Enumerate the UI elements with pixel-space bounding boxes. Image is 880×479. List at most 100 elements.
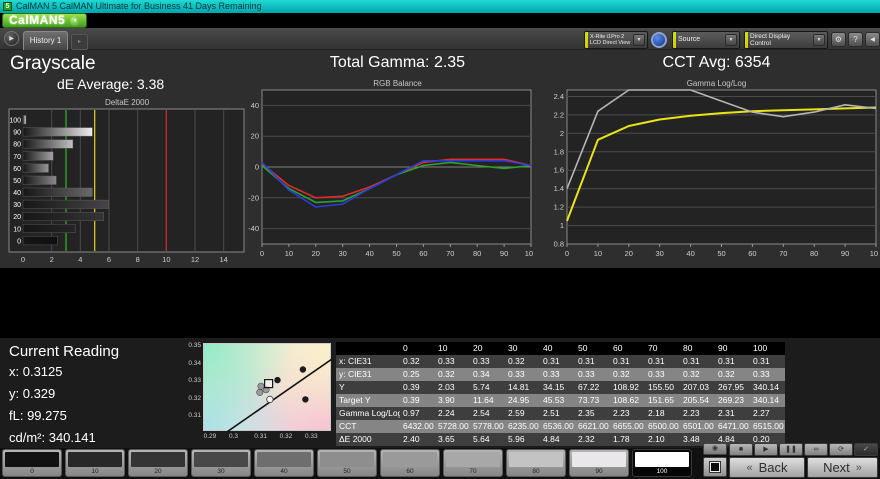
grayscale-swatch-strip: Actual Target 0 10 20 30 40 50 60 bbox=[0, 268, 880, 338]
table-cell: 0.34 bbox=[470, 368, 505, 381]
chevron-down-icon[interactable]: ▼ bbox=[725, 34, 737, 46]
level-label: 10 bbox=[91, 468, 99, 475]
play-icon: ▶ bbox=[763, 446, 769, 453]
table-cell: 0.33 bbox=[645, 368, 680, 381]
table-header-cell: 80 bbox=[680, 342, 715, 355]
layout-menu-button[interactable]: ▶ bbox=[4, 31, 19, 46]
y-tick: 2.4 bbox=[554, 92, 564, 101]
deltae-y-tick: 70 bbox=[13, 154, 21, 161]
level-button-0[interactable]: 0 bbox=[2, 449, 62, 477]
display-control-dropdown[interactable]: Direct Display Control ▼ bbox=[744, 31, 828, 49]
meter-dropdown[interactable]: X-Rite i1Pro 2 LCD Direct View ▼ bbox=[584, 31, 648, 49]
deltae-x-tick: 12 bbox=[191, 255, 199, 264]
table-cell: 2.35 bbox=[575, 407, 610, 420]
level-label: 50 bbox=[343, 468, 351, 475]
table-cell: 0.31 bbox=[540, 355, 575, 368]
level-button-50[interactable]: 50 bbox=[317, 449, 377, 477]
logo-text: CalMAN5 bbox=[9, 13, 66, 27]
table-cell: 2.31 bbox=[715, 407, 750, 420]
total-gamma-value: Total Gamma: 2.35 bbox=[329, 54, 466, 71]
table-cell: 2.10 bbox=[645, 433, 680, 446]
cct-average-value: CCT Avg: 6354 bbox=[662, 54, 771, 71]
y-tick: 1.6 bbox=[554, 166, 564, 175]
table-header-cell: 0 bbox=[400, 342, 435, 355]
level-button-40[interactable]: 40 bbox=[254, 449, 314, 477]
level-button-60[interactable]: 60 bbox=[380, 449, 440, 477]
y-tick: 40 bbox=[251, 101, 259, 110]
cie-point-dark bbox=[302, 396, 309, 403]
read-continuous-button[interactable]: ∞ bbox=[804, 443, 828, 456]
x-tick: 30 bbox=[656, 249, 664, 258]
logo-dropdown-icon[interactable]: ▼ bbox=[70, 15, 81, 26]
level-button-30[interactable]: 30 bbox=[191, 449, 251, 477]
chevron-down-icon[interactable]: ▼ bbox=[813, 34, 825, 46]
meter-name: X-Rite i1Pro 2 bbox=[590, 33, 625, 40]
table-header-cell: 20 bbox=[470, 342, 505, 355]
help-icon: ? bbox=[853, 35, 858, 44]
level-button-10[interactable]: 10 bbox=[65, 449, 125, 477]
table-cell: 155.50 bbox=[645, 381, 680, 394]
pattern-window-button[interactable] bbox=[703, 457, 727, 477]
table-cell: 0.33 bbox=[435, 355, 470, 368]
deltae-chart-title: DeltaE 2000 bbox=[104, 98, 150, 107]
eye-icon: ◉ bbox=[711, 445, 719, 452]
cie-point-current-open bbox=[266, 395, 274, 404]
collapse-button[interactable]: ◀ bbox=[865, 32, 880, 47]
accept-button[interactable]: ✓ bbox=[854, 443, 878, 456]
table-cell: 11.64 bbox=[470, 394, 505, 407]
level-button-20[interactable]: 20 bbox=[128, 449, 188, 477]
level-button-90[interactable]: 90 bbox=[569, 449, 629, 477]
app-icon: 5 bbox=[3, 2, 12, 11]
y-tick: 0 bbox=[255, 163, 259, 172]
deltae-x-tick: 2 bbox=[50, 255, 54, 264]
help-button[interactable]: ? bbox=[848, 32, 863, 47]
tab-history-1[interactable]: History 1 bbox=[23, 31, 68, 50]
calman-logo-menu[interactable]: CalMAN5 ▼ bbox=[2, 13, 88, 28]
table-row-label: y: CIE31 bbox=[336, 368, 400, 381]
table-cell: 0.33 bbox=[540, 368, 575, 381]
stop-button[interactable]: ■ bbox=[729, 443, 753, 456]
settings-button[interactable]: ⚙ bbox=[831, 32, 846, 47]
level-swatch bbox=[446, 452, 500, 467]
table-cell: 3.48 bbox=[680, 433, 715, 446]
y-tick: 0.8 bbox=[554, 240, 564, 249]
meter-device-icon[interactable] bbox=[651, 32, 667, 48]
chevron-down-icon[interactable]: ▼ bbox=[633, 34, 645, 46]
table-cell: 108.62 bbox=[610, 394, 645, 407]
back-chevron-icon: « bbox=[746, 461, 753, 474]
meter-mode: LCD Direct View bbox=[590, 40, 631, 46]
table-cell: 205.54 bbox=[680, 394, 715, 407]
level-button-70[interactable]: 70 bbox=[443, 449, 503, 477]
level-button-row: 0 10 20 30 40 50 60 70 80 90 100 bbox=[2, 449, 692, 477]
preview-button[interactable]: ◉ bbox=[703, 443, 727, 455]
cie-point-dark bbox=[299, 366, 307, 373]
level-swatch bbox=[635, 452, 689, 467]
y-tick: 20 bbox=[251, 132, 259, 141]
table-cell: 5.96 bbox=[505, 433, 540, 446]
y-tick: 1.2 bbox=[554, 203, 564, 212]
source-dropdown[interactable]: Source ▼ bbox=[672, 31, 740, 49]
read-single-button[interactable]: ▶ bbox=[754, 443, 778, 456]
tab-stub[interactable]: ▸ bbox=[71, 34, 88, 50]
table-cell: 340.14 bbox=[750, 394, 785, 407]
refresh-icon: ⟳ bbox=[838, 446, 844, 453]
pause-button[interactable]: ❚❚ bbox=[779, 443, 803, 456]
x-tick: 100 bbox=[525, 249, 533, 258]
x-tick: 60 bbox=[419, 249, 427, 258]
back-button[interactable]: « Back bbox=[729, 457, 805, 478]
reread-button[interactable]: ⟳ bbox=[829, 443, 853, 456]
level-button-80[interactable]: 80 bbox=[506, 449, 566, 477]
table-cell: 0.31 bbox=[645, 355, 680, 368]
level-swatch bbox=[5, 452, 59, 467]
next-button[interactable]: Next » bbox=[807, 457, 878, 478]
de-average-value: dE Average: 3.38 bbox=[57, 76, 165, 92]
level-swatch bbox=[383, 452, 437, 467]
table-cell: 0.31 bbox=[575, 355, 610, 368]
table-cell: 2.40 bbox=[400, 433, 435, 446]
table-cell: 5.74 bbox=[470, 381, 505, 394]
deltae-bar-90 bbox=[22, 127, 93, 137]
table-cell: 6471.00 bbox=[715, 420, 750, 433]
bottom-bar: 0 10 20 30 40 50 60 70 80 90 100 ◉ bbox=[0, 443, 880, 479]
y-tick: 1 bbox=[560, 221, 564, 230]
level-button-100[interactable]: 100 bbox=[632, 449, 692, 477]
